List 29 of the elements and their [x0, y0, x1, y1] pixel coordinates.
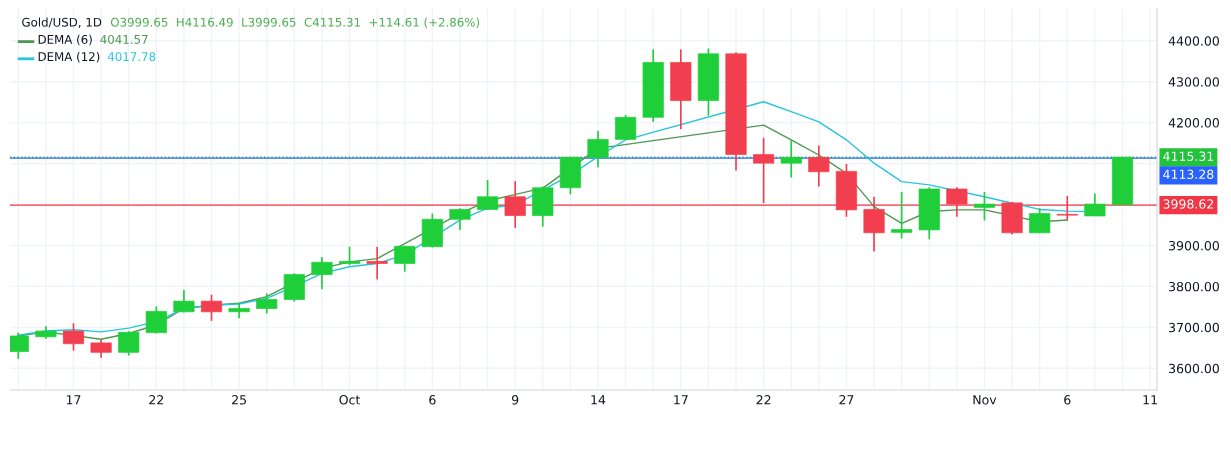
text: O3999.65 H4116.49 L3999.65 C4115.31 +114.61 (+2.86%)	[110, 17, 480, 29]
y-tick-label: 3900.00	[1169, 240, 1219, 251]
annotation: 4041.57	[100, 34, 148, 44]
y-tick-label: 4200.00	[1168, 118, 1219, 128]
x-tick-label: 14	[591, 395, 606, 405]
y-tick-label: 4300.00	[1168, 77, 1219, 87]
x-tick-label: 22	[756, 395, 771, 405]
y-tick-label: 4400.00	[1168, 36, 1219, 46]
ref-line-label: 4113.28	[1163, 169, 1214, 179]
x-tick-label: 17	[66, 395, 81, 405]
x-tick-label: 6	[1064, 395, 1071, 405]
ref-line-label: 3998.62	[1163, 199, 1213, 209]
x-tick-label: 22	[149, 395, 164, 405]
ref-line-label: 4115.31	[1163, 151, 1214, 161]
x-tick-label: 9	[511, 395, 519, 405]
x-tick-label: 27	[839, 395, 854, 405]
text: Gold/USD, 1D	[22, 17, 102, 28]
x-tick-label: 25	[232, 395, 246, 405]
x-tick-label: 6	[429, 395, 436, 405]
x-tick-label: 11	[1143, 395, 1157, 405]
y-tick-label: 3800.00	[1169, 281, 1219, 292]
y-tick-label: 3600.00	[1169, 363, 1219, 374]
annotation: 4017.78	[107, 52, 156, 62]
x-tick-label: Nov	[973, 395, 997, 405]
x-tick-label: 17	[674, 395, 688, 405]
x-tick-label: Oct	[339, 395, 361, 405]
legend-label: DEMA (12)	[38, 51, 100, 63]
y-tick-label: 3700.00	[1169, 322, 1219, 333]
legend-label: DEMA (6)	[38, 34, 92, 46]
